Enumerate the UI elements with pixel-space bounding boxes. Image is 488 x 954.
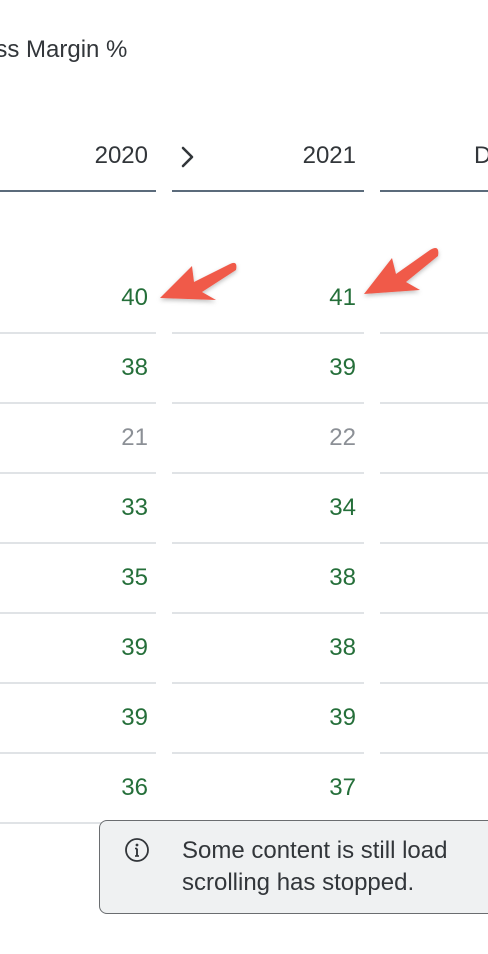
table-cell: 22 [172,404,364,474]
column-header-next[interactable]: D [380,142,488,192]
cell-value: 35 [121,564,148,591]
column-header-2020[interactable]: 2020 [0,142,156,192]
toast-message-line: scrolling has stopped. [182,869,415,896]
cell-value: 39 [121,704,148,731]
cell-value: 38 [329,564,356,591]
table-cell: 39 [172,684,364,754]
column-header-2021[interactable]: 2021 [172,142,364,192]
cell-value: 36 [121,774,148,801]
table-cell [380,754,488,824]
column-header-label: 2021 [302,142,356,169]
table-cell [380,474,488,544]
cell-value: 41 [329,284,356,311]
table-cell: 39 [172,334,364,404]
table-cell: 34 [172,474,364,544]
cell-value: 34 [329,494,356,521]
table-cell [380,614,488,684]
table-cell: 41 [172,264,364,334]
table-cell: 37 [172,754,364,824]
cell-value: 37 [329,774,356,801]
cell-value: 33 [121,494,148,521]
table-cell: 39 [0,684,156,754]
table-cell: 38 [172,544,364,614]
toast-message: Some content is still load scrolling has… [182,835,488,899]
table-cell [380,404,488,474]
chart-title: oss Margin % [0,36,128,63]
table-cell [380,684,488,754]
cell-value: 38 [329,634,356,661]
table-cell: 38 [172,614,364,684]
toast-message-line: Some content is still load [182,837,448,864]
table-cell [380,544,488,614]
table-cell: 33 [0,474,156,544]
table-cell [380,334,488,404]
table-cell: 35 [0,544,156,614]
cell-value: 22 [329,424,356,451]
table-cell [380,264,488,334]
cell-value: 38 [121,354,148,381]
table-cell: 39 [0,614,156,684]
chevron-right-icon[interactable] [178,144,198,170]
column-header-label: 2020 [94,142,148,169]
cell-value: 40 [121,284,148,311]
cell-value: 39 [121,634,148,661]
loading-toast: Some content is still load scrolling has… [99,820,488,914]
cell-value: 39 [329,704,356,731]
cell-value: 21 [121,424,148,451]
info-icon [125,838,149,862]
table-cell: 36 [0,754,156,824]
cell-value: 39 [329,354,356,381]
table-cell: 21 [0,404,156,474]
annotation-arrow-icon [160,262,237,300]
table-cell: 38 [0,334,156,404]
table-cell: 40 [0,264,156,334]
column-header-label: D [474,142,488,169]
annotation-arrow-icon [364,248,439,294]
